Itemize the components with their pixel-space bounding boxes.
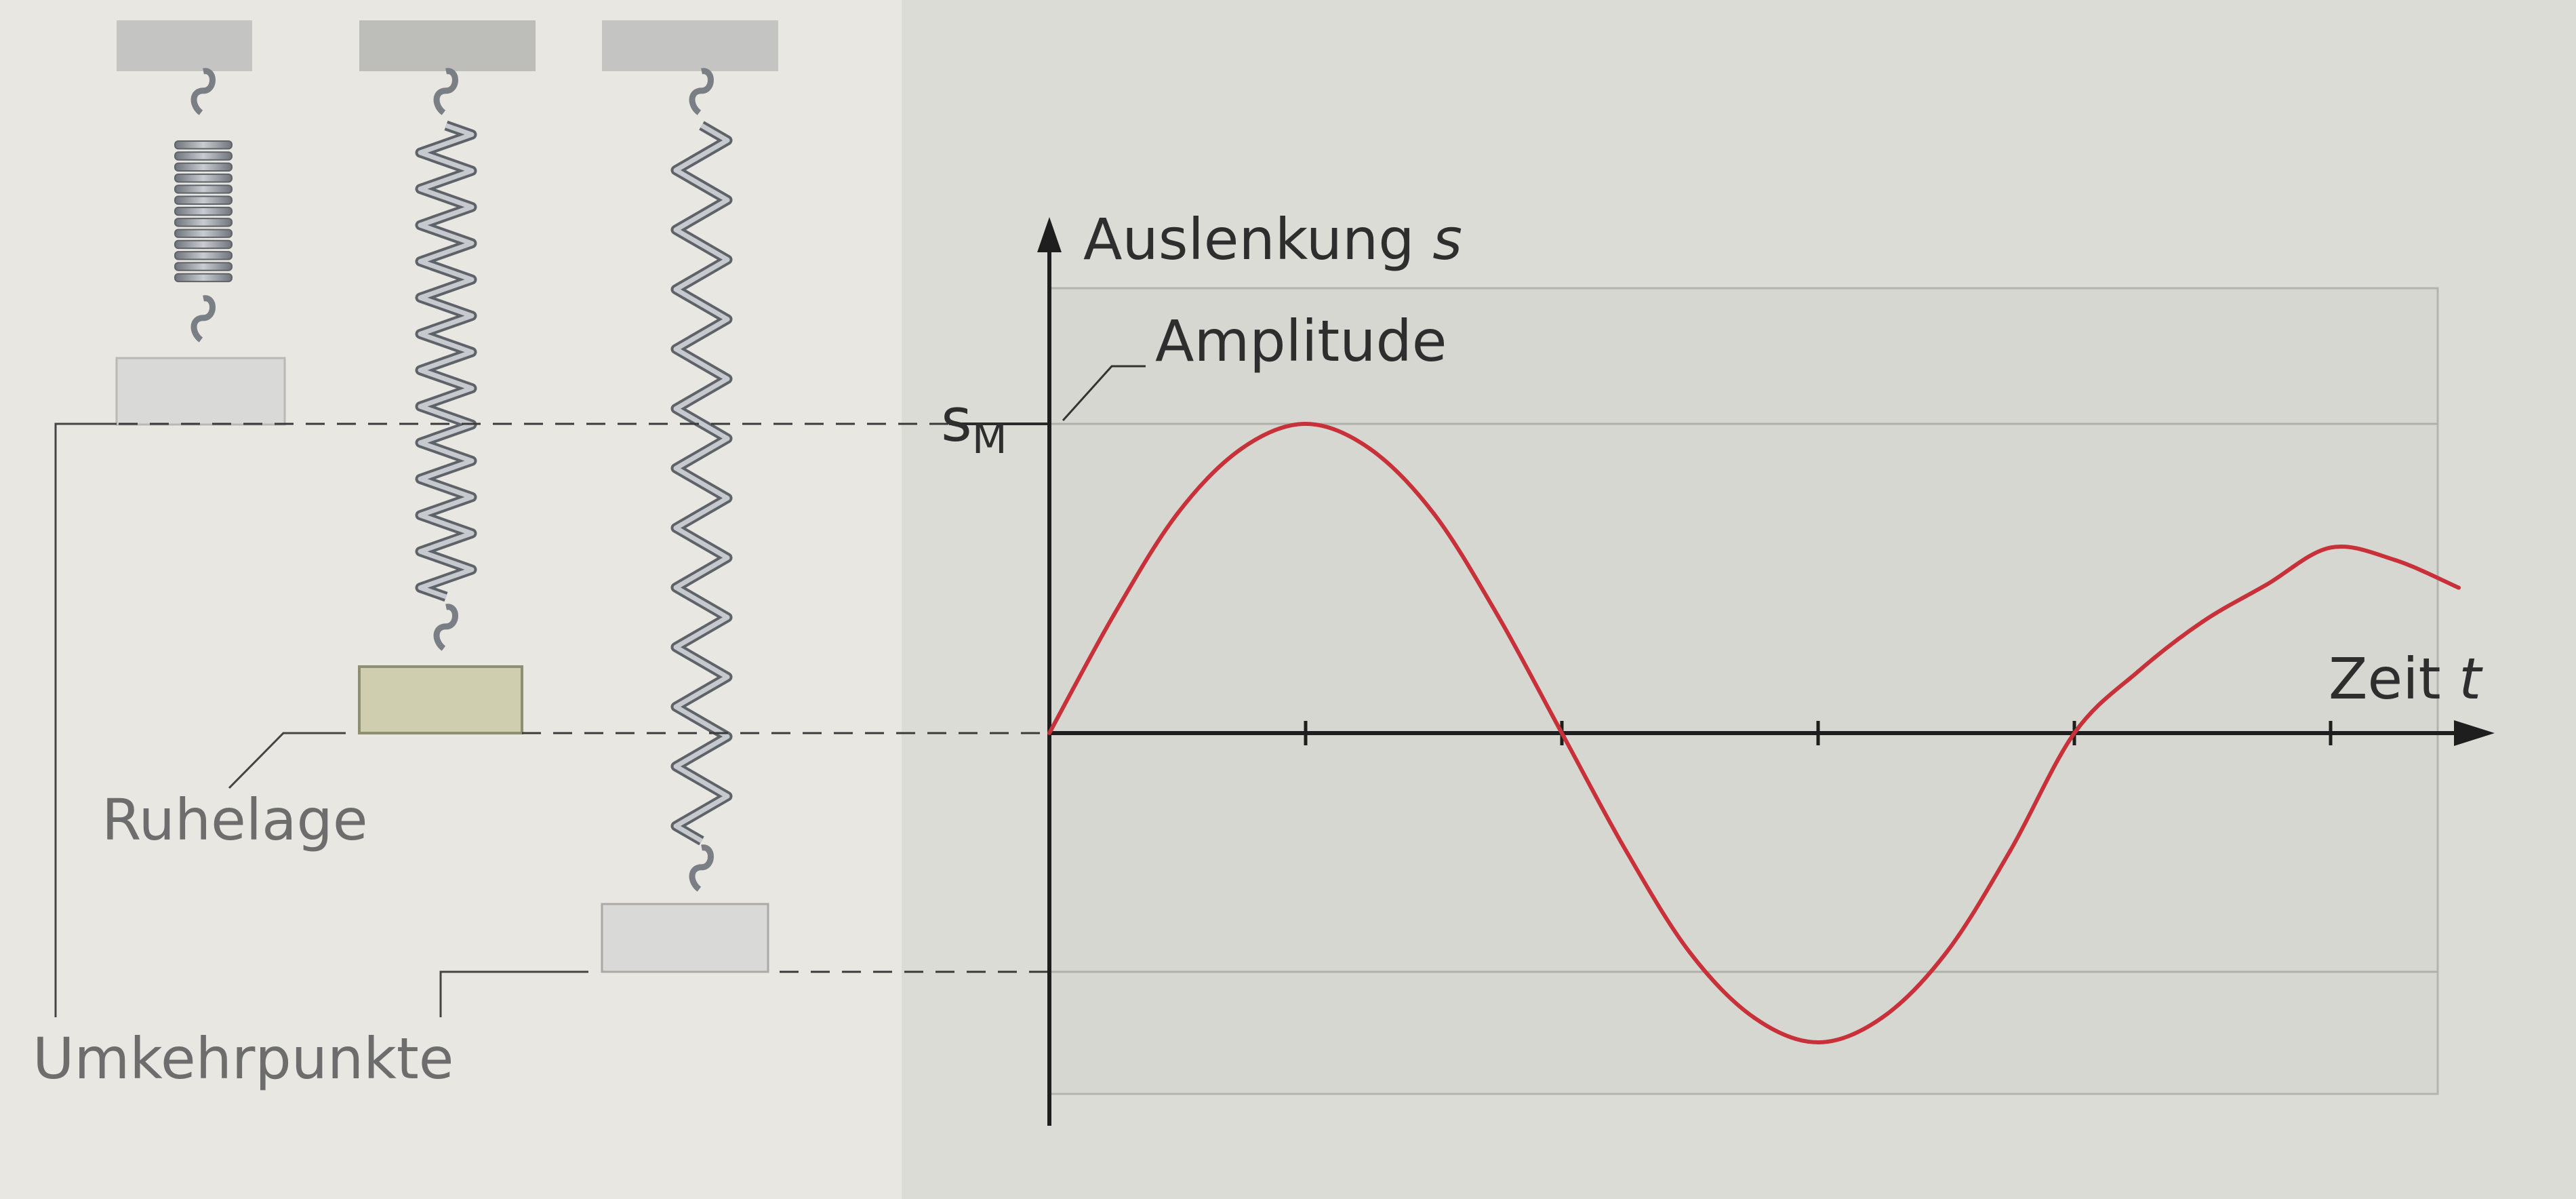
spring-2-coil-highlight <box>418 123 475 600</box>
spring-compressed <box>174 68 233 342</box>
spring-3-coil-highlight <box>673 123 730 844</box>
curve-point-14 <box>1944 950 1948 955</box>
mass-rest-position <box>358 665 523 734</box>
curve-point-15 <box>2008 848 2013 853</box>
curve-point-20 <box>2329 545 2333 550</box>
curve-point-10 <box>1688 950 1692 955</box>
spring-hook <box>190 295 216 342</box>
curve-point-3 <box>1239 446 1244 451</box>
coil-winding <box>174 273 233 283</box>
graph-box <box>1048 287 2439 1095</box>
curve-point-7 <box>1495 613 1500 618</box>
coil-winding <box>174 229 233 238</box>
curve-point-16 <box>2072 731 2076 735</box>
spring-hook <box>433 68 458 115</box>
curve-point-18 <box>2200 619 2205 624</box>
coil-winding <box>174 184 233 194</box>
rest-position-label: Ruhelage <box>102 787 368 853</box>
x-axis-arrow <box>2454 720 2495 746</box>
curve-point-6 <box>1432 511 1436 516</box>
leader-rest-position <box>228 732 346 789</box>
coil-winding <box>174 173 233 183</box>
y-axis-label: Auslenkung s <box>1083 206 1462 273</box>
curve-point-19 <box>2264 583 2269 587</box>
mass-bottom-turning-point <box>601 903 769 973</box>
curve-point-21 <box>2392 557 2397 562</box>
leader-turning-points-bottom <box>439 970 588 1017</box>
oscillation-curve <box>1047 422 2460 1044</box>
curve-point-0 <box>1047 731 1051 735</box>
x-axis-label: Zeit t <box>2329 646 2483 712</box>
curve-point-11 <box>1752 1015 1756 1020</box>
coil-winding <box>174 195 233 205</box>
mass-top-turning-point <box>115 357 286 426</box>
curve-point-1 <box>1111 613 1116 618</box>
amplitude-label: Amplitude <box>1155 308 1447 374</box>
coil-winding <box>174 140 233 150</box>
curve-point-5 <box>1367 446 1372 451</box>
curve-point-8 <box>1560 731 1564 735</box>
ceiling-2 <box>359 20 536 71</box>
y-axis-arrow <box>1037 217 1062 252</box>
coil-winding <box>174 251 233 260</box>
curve-point-4 <box>1304 422 1308 426</box>
spring-hook <box>190 68 216 115</box>
coil-winding <box>174 218 233 227</box>
s-max-label: sM <box>941 385 1007 463</box>
coil-winding <box>174 151 233 161</box>
curve-data-points <box>1047 422 2461 1044</box>
ceiling-1 <box>117 20 252 71</box>
spring-stretched <box>670 68 733 892</box>
coil-winding <box>174 162 233 172</box>
leader-amplitude <box>1062 365 1146 422</box>
curve-point-2 <box>1175 511 1180 516</box>
ceiling-3 <box>602 20 778 71</box>
spring-hook <box>689 68 714 115</box>
curve-point-17 <box>2136 669 2141 673</box>
turning-points-label: Umkehrpunkte <box>33 1025 454 1092</box>
spring-hook <box>433 604 458 651</box>
coil-winding <box>174 262 233 271</box>
spring-rest <box>415 68 477 651</box>
coil-winding <box>174 206 233 216</box>
curve-point-13 <box>1880 1015 1885 1020</box>
coil-winding <box>174 239 233 250</box>
leader-turning-points-top <box>54 422 117 1017</box>
curve-point-12 <box>1816 1040 1820 1044</box>
curve-point-9 <box>1624 848 1628 853</box>
spring-hook <box>689 844 714 892</box>
curve-point-22 <box>2457 585 2461 590</box>
